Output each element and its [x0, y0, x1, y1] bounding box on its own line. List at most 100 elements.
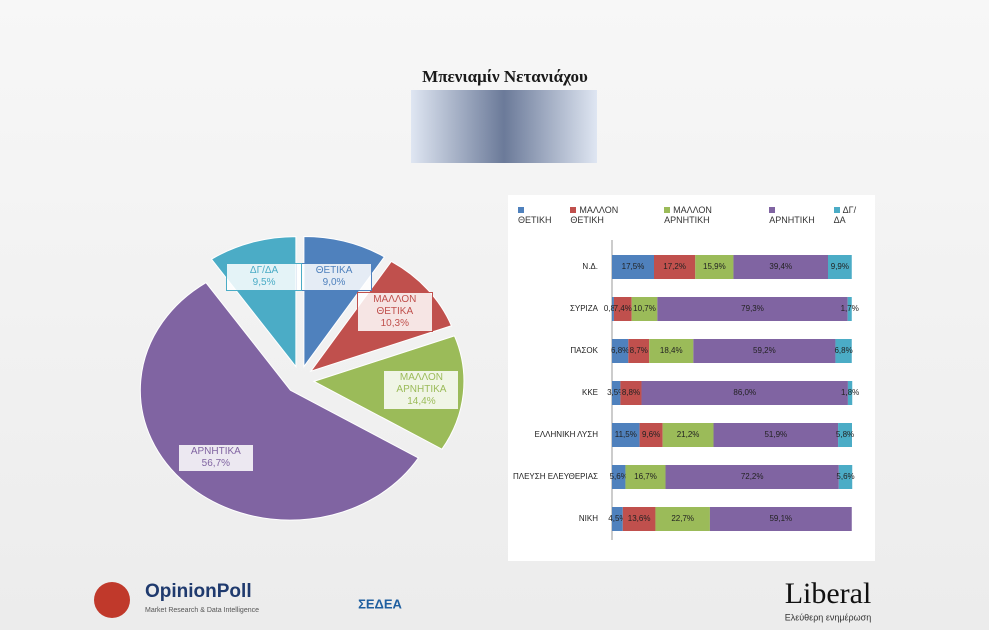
data-label: 9,6% [642, 430, 660, 439]
pie-value-label: 10,3% [380, 318, 409, 330]
data-label: 72,2% [741, 472, 764, 481]
pie-category-label: ΜΑΛΛΟΝ ΘΕΤΙΚΑ [373, 294, 417, 318]
data-label: 59,2% [753, 346, 776, 355]
bar-segment [612, 381, 621, 405]
data-label: 10,7% [633, 304, 656, 313]
sedea-logo: ΣΕΔΕΑ [358, 596, 402, 611]
y-tick-label: Ν.Δ. [582, 262, 598, 271]
bar-segment [665, 465, 839, 489]
bar-segment [709, 507, 852, 531]
bar-segment [847, 297, 852, 321]
pie-category-label: ΘΕΤΙΚΑ [315, 264, 353, 276]
portrait-photo [411, 90, 597, 163]
logos: OpinionPoll Market Research & Data Intel… [94, 577, 871, 622]
opinionpoll-icon [94, 582, 130, 618]
bar-segment [622, 507, 656, 531]
legend-label: ΑΡΝΗΤΙΚΗ [769, 215, 815, 225]
data-label: 59,1% [769, 514, 792, 523]
y-tick-label: ΠΑΣΟΚ [570, 346, 598, 355]
data-label: 4,5% [608, 514, 626, 523]
data-label: 21,2% [677, 430, 700, 439]
data-label: 39,4% [769, 262, 792, 271]
pie-label: ΜΑΛΛΟΝ ΘΕΤΙΚΑ 10,3% [356, 292, 433, 333]
liberal-tagline: Ελεύθερη ενημέρωση [785, 612, 872, 622]
bar-segment [835, 339, 852, 363]
bar-segment [655, 507, 710, 531]
liberal-logo: Liberal [785, 577, 872, 610]
data-label: 86,0% [733, 388, 756, 397]
pie-category-label: ΔΓ/ΔΑ [249, 265, 279, 277]
bar-segment [625, 465, 666, 489]
bar-segment [641, 381, 848, 405]
data-label: 16,7% [634, 472, 657, 481]
bar-segment [695, 255, 734, 279]
bar-segment [612, 465, 626, 489]
legend: ΘΕΤΙΚΗ ΜΑΛΛΟΝ ΘΕΤΙΚΗ ΜΑΛΛΟΝ ΑΡΝΗΤΙΚΗ ΑΡΝΗΤΙ… [518, 205, 868, 225]
y-tick-label: ΣΥΡΙΖΑ [570, 304, 599, 313]
data-label: 7,4% [614, 304, 632, 313]
data-label: 1,8% [841, 388, 859, 397]
legend-label: ΜΑΛΛΟΝ ΘΕΤΙΚΗ [570, 205, 619, 225]
bar-chart-panel [508, 195, 875, 561]
legend-item: ΜΑΛΛΟΝ ΑΡΝΗΤΙΚΗ [664, 205, 759, 225]
legend-item: ΘΕΤΙΚΗ [518, 205, 560, 225]
pie-value-label: 56,7% [201, 457, 231, 469]
data-label: 79,3% [741, 304, 764, 313]
y-tick-label: ΝΙΚΗ [579, 514, 598, 523]
data-label: 6,8% [611, 346, 629, 355]
data-label: 13,6% [628, 514, 651, 523]
data-label: 6,8% [834, 346, 852, 355]
opinionpoll-logo: OpinionPoll [145, 581, 252, 602]
pie-label: ΑΡΝΗΤΙΚΑ 56,7% [177, 443, 254, 472]
bar-segment [612, 507, 623, 531]
slide-title: Μπενιαμίν Νετανιάχου [422, 67, 588, 86]
bar-segment [639, 423, 663, 447]
pie-value-label: 9,0% [322, 276, 346, 288]
opinionpoll-tagline: Market Research & Data Intelligence [145, 607, 259, 614]
bar-segment [838, 465, 853, 489]
pie-category-label: ΜΑΛΛΟΝ ΑΡΝΗΤΙΚΑ [396, 372, 447, 396]
data-label: 8,8% [622, 388, 640, 397]
legend-swatch [833, 207, 840, 213]
bar-segment [657, 297, 848, 321]
y-tick-label: ΕΛΛΗΝΙΚΗ ΛΥΣΗ [534, 430, 598, 439]
bar-segment [828, 255, 852, 279]
data-label: 17,2% [663, 262, 686, 271]
pie-value-label: 9,5% [252, 277, 276, 289]
bar-segment [612, 255, 654, 279]
data-label: 1,7% [841, 304, 859, 313]
bar-segment [620, 381, 642, 405]
legend-swatch [518, 207, 524, 213]
y-tick-label: ΠΛΕΥΣΗ ΕΛΕΥΘΕΡΙΑΣ [513, 472, 598, 481]
bar-segment [654, 255, 696, 279]
legend-label: ΜΑΛΛΟΝ ΑΡΝΗΤΙΚΗ [664, 205, 712, 225]
pie-label: ΔΓ/ΔΑ 9,5% [226, 263, 303, 292]
data-label: 18,4% [660, 346, 683, 355]
data-label: 15,9% [703, 262, 726, 271]
bar-segment [612, 423, 640, 447]
bar-segment [847, 381, 853, 405]
data-label: 9,9% [831, 262, 849, 271]
bar-segment [631, 297, 658, 321]
bar-segment [693, 339, 836, 363]
bar-segment [612, 339, 629, 363]
legend-swatch [664, 207, 671, 213]
bar-segment [838, 423, 852, 447]
data-label: 8,7% [630, 346, 648, 355]
data-label: 0,8% [604, 304, 622, 313]
bar-segment [628, 339, 650, 363]
data-label: 22,7% [671, 514, 694, 523]
legend-item: ΑΡΝΗΤΙΚΗ [769, 205, 823, 225]
bar-segment [662, 423, 714, 447]
data-label: 5,8% [836, 430, 854, 439]
pie-value-label: 14,4% [407, 396, 436, 408]
legend-label: ΔΓ/ΔΑ [833, 205, 857, 225]
legend-swatch [769, 207, 776, 213]
bar-segment [613, 297, 632, 321]
bar-segment [612, 297, 614, 321]
legend-swatch [570, 207, 577, 213]
legend-label: ΘΕΤΙΚΗ [518, 215, 552, 225]
data-label: 11,5% [615, 430, 637, 439]
